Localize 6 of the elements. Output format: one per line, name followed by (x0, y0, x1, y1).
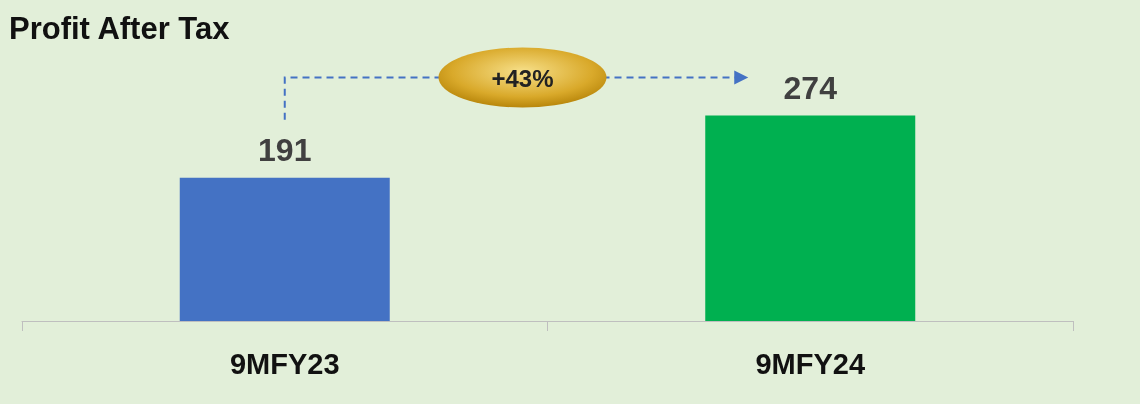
data-label: 191 (258, 131, 312, 168)
x-tick-label: 9MFY24 (755, 347, 866, 380)
x-tick-label: 9MFY23 (229, 347, 340, 380)
text: +43% (491, 64, 554, 92)
data-label: 274 (783, 69, 838, 106)
chart-title: Profit After Tax (9, 11, 231, 46)
